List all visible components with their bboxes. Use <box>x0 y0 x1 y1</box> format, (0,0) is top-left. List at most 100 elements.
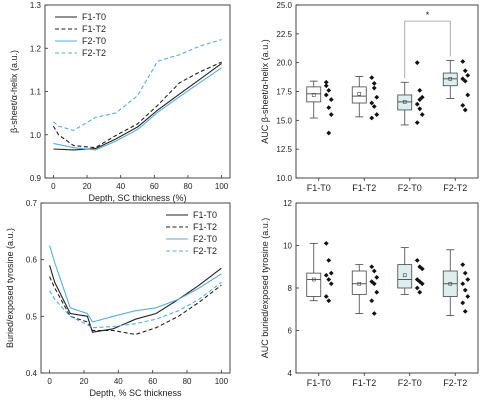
data-point <box>465 92 471 98</box>
category-label: F2-T2 <box>443 378 467 388</box>
box-iqr <box>306 272 322 297</box>
data-point <box>465 277 471 282</box>
data-point <box>460 300 466 306</box>
plot-frame <box>40 202 231 374</box>
panel-line-chart-bottom: 0 20 40 60 80 100 0.4 0.5 0.6 0.7 Buried/exposed t… <box>5 199 231 398</box>
data-point <box>414 277 420 282</box>
data-point <box>417 97 423 102</box>
box-iqr <box>397 94 413 111</box>
data-point <box>326 298 332 304</box>
data-point <box>323 240 329 246</box>
box-iqr <box>397 264 413 289</box>
category-label: F2-T0 <box>398 378 422 388</box>
data-point <box>326 87 332 93</box>
data-point <box>417 106 423 112</box>
x-tick-label: 60 <box>150 182 159 191</box>
data-point <box>462 270 468 276</box>
data-point <box>414 257 420 263</box>
legend-label: F1-T0 <box>82 12 106 22</box>
y-tick-label: 10.0 <box>276 174 292 183</box>
legend-label: F1-T2 <box>193 222 217 232</box>
data-point <box>326 130 332 136</box>
box-iqr <box>351 86 367 104</box>
legend-label: F2-T2 <box>193 246 217 256</box>
data-point <box>328 270 334 276</box>
series-line-f1-t2 <box>49 276 222 336</box>
panel-line-chart-top: 0 20 40 60 80 100 0.9 1.0 1.1 1.2 1.3 β-sheet/α-hel… <box>9 1 231 203</box>
data-point <box>374 274 380 280</box>
category-label: F2-T2 <box>443 183 467 193</box>
data-point <box>462 287 468 293</box>
category-label: F2-T0 <box>398 183 422 193</box>
data-point <box>323 92 329 98</box>
data-point <box>374 112 380 117</box>
series-line-f1-t0 <box>49 265 222 333</box>
data-point <box>326 105 332 111</box>
y-tick-label: 0.6 <box>26 256 38 265</box>
category-label: F1-T2 <box>352 183 376 193</box>
y-tick-label: 0.9 <box>30 174 42 183</box>
box-iqr <box>351 270 367 295</box>
x-tick-label: 0 <box>47 377 52 386</box>
data-point <box>414 285 420 291</box>
legend-label: F2-T0 <box>193 234 217 244</box>
x-axis-title: Depth, % SC thickness <box>89 388 182 398</box>
significance-marker: * <box>426 10 430 20</box>
y-tick-label: 1.3 <box>30 1 42 10</box>
data-point <box>374 289 380 295</box>
category-label: F1-T2 <box>352 378 376 388</box>
x-tick-label: 80 <box>184 182 193 191</box>
data-point <box>460 281 466 287</box>
y-tick-label: 20.0 <box>276 59 292 68</box>
legend-label: F2-T0 <box>82 36 106 46</box>
data-point <box>323 294 329 299</box>
data-point <box>417 279 423 285</box>
y-tick-label: 6 <box>288 327 293 336</box>
data-point <box>371 268 377 274</box>
data-point <box>371 281 377 287</box>
x-tick-label: 20 <box>80 377 89 386</box>
y-tick-label: 1.2 <box>30 44 42 53</box>
y-tick-label: 15.0 <box>276 116 292 125</box>
y-tick-label: 17.5 <box>276 88 292 97</box>
data-point <box>369 279 375 285</box>
y-tick-label: 12 <box>283 199 292 208</box>
series-line-f2-t2 <box>49 281 222 329</box>
data-point <box>462 308 468 314</box>
data-point <box>371 81 377 86</box>
y-tick-label: 12.5 <box>276 145 292 154</box>
x-tick-label: 100 <box>215 377 229 386</box>
data-point <box>462 68 468 74</box>
x-tick-label: 0 <box>51 182 56 191</box>
box-mean-marker <box>311 277 316 282</box>
box-mean-marker <box>357 92 362 96</box>
data-point <box>326 277 332 282</box>
legend-label: F1-T0 <box>193 210 217 220</box>
data-point <box>460 59 466 64</box>
box-iqr <box>442 72 458 87</box>
box-mean-marker <box>402 273 407 278</box>
y-tick-label: 0.5 <box>26 312 38 321</box>
data-point <box>414 101 420 107</box>
data-point <box>419 94 425 100</box>
box-mean-marker <box>357 281 362 286</box>
data-point <box>326 257 332 263</box>
panel-box-plot-bottom: 4 6 8 10 12 AUC buried/exposed tyrosine (a.u.… <box>260 199 479 388</box>
data-point <box>323 83 329 89</box>
panel-box-plot-top: 10.0 12.5 15.0 17.5 20.0 22.5 25.0 AUC β-sheet/… <box>260 1 479 193</box>
y-axis-title: β-sheet/α-helix (a.u.) <box>9 50 19 133</box>
box-iqr <box>306 86 322 103</box>
series-line-f1-t2 <box>52 61 222 149</box>
x-tick-label: 60 <box>148 377 157 386</box>
data-point <box>369 75 375 81</box>
data-point <box>323 272 329 278</box>
legend-label: F1-T2 <box>82 24 106 34</box>
box-mean-marker <box>311 93 316 97</box>
y-tick-label: 4 <box>288 369 293 378</box>
series-line-f2-t0 <box>53 67 222 151</box>
data-point <box>369 298 375 304</box>
data-point <box>374 94 380 100</box>
box-mean-marker <box>448 77 453 81</box>
data-point <box>328 112 334 117</box>
